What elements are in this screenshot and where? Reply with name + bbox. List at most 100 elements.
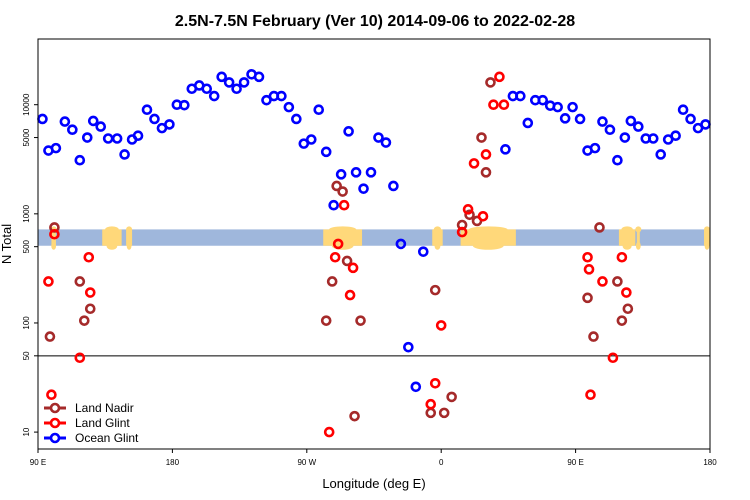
- data-point: [597, 116, 608, 127]
- data-point: [583, 264, 595, 275]
- data-point: [429, 377, 441, 389]
- data-point: [567, 101, 578, 113]
- data-point: [552, 101, 563, 113]
- y-tick-label: 50: [22, 351, 31, 360]
- data-point: [111, 133, 123, 144]
- map-strip-land: [636, 229, 640, 246]
- data-point: [74, 276, 86, 287]
- data-point: [313, 104, 325, 115]
- data-point: [291, 113, 302, 125]
- data-point: [81, 132, 93, 143]
- map-strip-land-top: [329, 226, 357, 233]
- series-group: [37, 68, 711, 438]
- y-tick-label: 5000: [22, 128, 31, 146]
- data-point: [335, 169, 347, 180]
- data-point: [622, 303, 634, 315]
- map-strip-land: [432, 229, 443, 246]
- map-strip-land: [102, 229, 122, 246]
- data-point: [616, 251, 628, 263]
- data-point: [141, 104, 153, 115]
- map-strip-land-bottom: [51, 241, 57, 250]
- map-strip-land-bottom: [472, 241, 504, 250]
- x-tick-label: 90 E: [567, 458, 583, 467]
- data-point: [95, 121, 107, 132]
- data-point: [380, 137, 392, 148]
- data-point: [347, 262, 359, 274]
- data-point: [633, 121, 644, 132]
- data-point: [298, 138, 310, 149]
- legend-label: Land Glint: [75, 416, 130, 430]
- map-strip-land: [618, 229, 636, 246]
- data-point: [488, 99, 499, 111]
- data-point: [395, 238, 407, 250]
- series-land-glint: [43, 71, 632, 438]
- map-strip-land: [704, 229, 710, 246]
- data-point: [589, 142, 601, 154]
- data-point: [87, 115, 99, 127]
- data-point: [700, 119, 711, 130]
- data-point: [604, 124, 616, 136]
- x-tick-label: 180: [703, 458, 717, 467]
- map-strip-land-top: [433, 226, 442, 233]
- data-point: [462, 204, 474, 215]
- legend-label: Land Nadir: [75, 401, 134, 415]
- data-point: [373, 132, 384, 143]
- data-point: [320, 146, 332, 158]
- data-point: [417, 246, 429, 257]
- data-point: [37, 113, 48, 125]
- plot-frame: [37, 38, 711, 450]
- x-tick-label: 90 W: [297, 458, 316, 467]
- data-point: [410, 381, 422, 393]
- data-point: [149, 113, 160, 125]
- data-point: [332, 238, 344, 250]
- data-point: [597, 276, 608, 287]
- data-point: [350, 167, 362, 178]
- map-strip-land-bottom: [126, 241, 132, 250]
- data-point: [341, 255, 353, 267]
- data-point: [607, 352, 619, 364]
- data-point: [559, 113, 571, 124]
- data-point: [582, 251, 593, 263]
- y-axis: 10 50 100 500 1000 5000 10000: [22, 93, 38, 437]
- map-strip: [38, 226, 711, 250]
- data-point: [132, 130, 144, 141]
- data-point: [328, 199, 339, 211]
- map-strip-land: [323, 229, 363, 246]
- legend-marker: [49, 417, 61, 429]
- map-strip-land: [460, 229, 516, 246]
- data-point: [582, 292, 593, 304]
- data-point: [446, 391, 457, 403]
- x-tick-label: 0: [439, 458, 444, 467]
- data-point: [494, 71, 505, 83]
- map-strip-land-top: [635, 226, 642, 233]
- data-point: [425, 398, 437, 410]
- data-point: [261, 94, 272, 106]
- data-point: [305, 134, 317, 145]
- map-strip-land-bottom: [106, 241, 118, 250]
- data-point: [485, 77, 496, 88]
- data-point: [480, 149, 492, 160]
- data-point: [585, 389, 596, 401]
- data-point: [537, 94, 549, 106]
- data-point: [179, 99, 190, 111]
- data-point: [67, 124, 78, 136]
- x-tick-label: 90 E: [30, 458, 46, 467]
- data-point: [231, 83, 242, 95]
- y-tick-label: 100: [22, 316, 31, 330]
- data-point: [208, 90, 220, 102]
- map-strip-land-top: [126, 226, 133, 233]
- data-point: [522, 117, 534, 129]
- data-point: [343, 126, 354, 137]
- data-point: [43, 276, 54, 287]
- data-point: [44, 331, 56, 342]
- data-point: [429, 284, 441, 296]
- map-strip-ocean: [38, 229, 710, 246]
- data-point: [685, 113, 696, 125]
- data-point: [515, 90, 526, 102]
- data-point: [253, 71, 265, 83]
- x-axis: 90 E 180 90 W 0 90 E 180: [30, 449, 717, 467]
- data-point: [456, 226, 468, 238]
- data-point: [337, 186, 348, 197]
- y-tick-label: 10: [22, 427, 31, 436]
- data-point: [238, 77, 250, 88]
